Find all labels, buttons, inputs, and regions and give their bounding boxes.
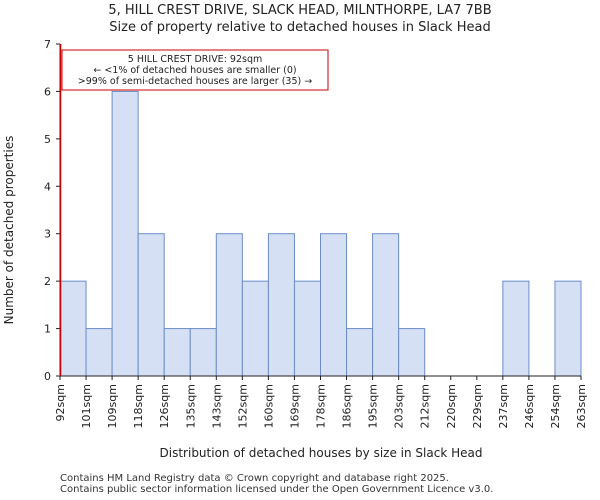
bar-109sqm [111,90,139,377]
x-tick-label: 220sqm [445,384,458,428]
x-tick-label: 101sqm [80,384,93,428]
x-tick-label: 152sqm [236,384,249,428]
x-tick-label: 254sqm [549,384,562,428]
bar-203sqm [398,328,426,377]
x-tick-label: 263sqm [575,384,588,428]
bar-118sqm [137,233,165,377]
x-tick-label: 143sqm [210,384,223,428]
bar-143sqm [215,233,243,377]
y-tick-label: 7 [44,38,51,51]
x-axis-label: Distribution of detached houses by size … [160,446,483,460]
x-tick-label: 109sqm [106,384,119,428]
chart-title: 5, HILL CREST DRIVE, SLACK HEAD, MILNTHO… [108,3,492,18]
annotation-line-3: >99% of semi-detached houses are larger … [78,76,312,87]
x-tick-label: 178sqm [315,384,328,428]
x-tick-label: 118sqm [132,384,145,428]
x-tick-label: 229sqm [471,384,484,428]
chart-subtitle: Size of property relative to detached ho… [109,20,491,35]
y-tick-label: 4 [44,180,51,193]
bar-152sqm [241,280,269,377]
histogram-chart: 0 1 2 3 4 5 6 7 92sqm 101sqm 109sqm 118sqm 126sqm 135… [2,38,588,460]
x-tick-label: 212sqm [419,384,432,428]
x-tick-label: 203sqm [393,384,406,428]
y-tick-label: 2 [44,275,51,288]
footer-copyright: Contains HM Land Registry data © Crown c… [60,473,449,484]
bar-195sqm [372,233,400,377]
x-tick-label: 237sqm [497,384,510,428]
annotation-box: 5 HILL CREST DRIVE: 92sqm ← <1% of detac… [61,49,329,91]
footer-licence: Contains public sector information licen… [60,484,494,495]
bar-101sqm [85,328,113,377]
y-tick-label: 0 [44,370,51,383]
bar-169sqm [293,280,322,377]
bar-160sqm [267,233,295,377]
bar-126sqm [163,328,191,377]
x-tick-label: 126sqm [158,384,171,428]
y-tick-label: 3 [44,228,51,241]
bar-237sqm [502,280,530,377]
bars-group [59,90,582,377]
bar-178sqm [320,233,348,377]
x-tick-label: 92sqm [54,384,67,421]
y-tick-label: 1 [44,323,51,336]
x-tick-label: 169sqm [288,384,301,428]
bar-186sqm [346,328,374,377]
y-tick-label: 6 [44,85,51,98]
x-tick-label: 135sqm [184,384,197,428]
x-tick-label: 160sqm [262,384,275,428]
y-axis-label: Number of detached properties [2,136,16,325]
x-tick-label: 246sqm [523,384,536,428]
bar-135sqm [189,328,217,377]
bar-254sqm [554,280,582,377]
bar-92sqm [59,280,87,377]
axes-group: 0 1 2 3 4 5 6 7 92sqm 101sqm 109sqm 118sqm 126sqm 135… [44,38,588,428]
y-tick-label: 5 [44,133,51,146]
annotation-line-1: 5 HILL CREST DRIVE: 92sqm [128,54,262,65]
x-tick-label: 195sqm [367,384,380,428]
x-tick-label: 186sqm [341,384,354,428]
annotation-line-2: ← <1% of detached houses are smaller (0) [93,65,296,76]
